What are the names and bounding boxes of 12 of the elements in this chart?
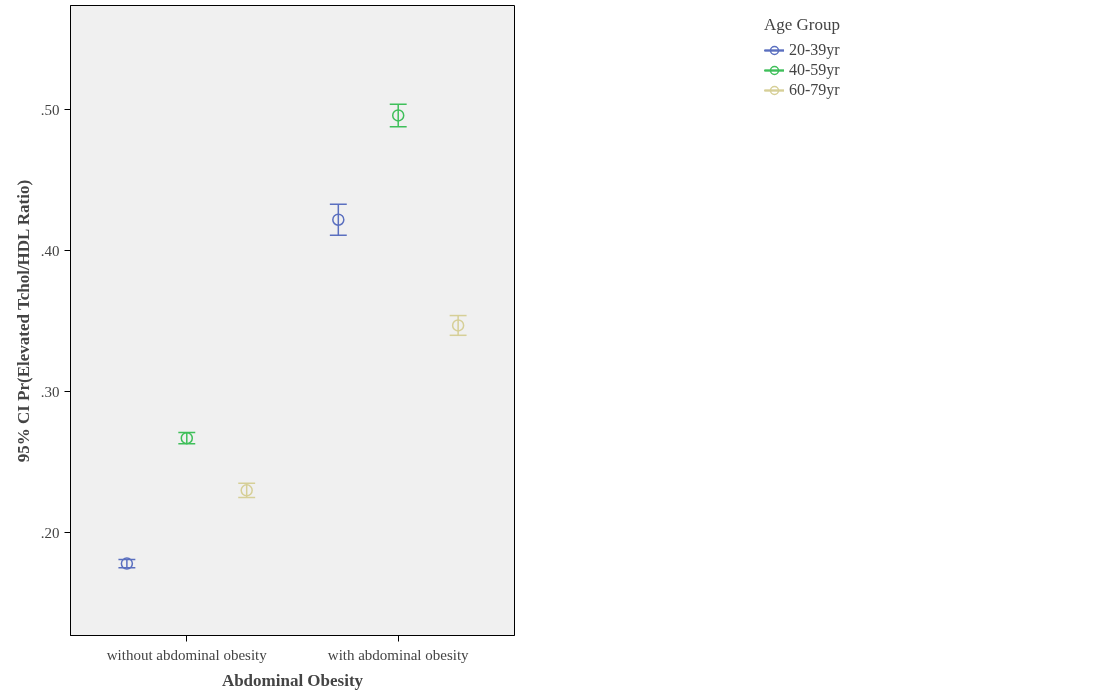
legend-label: 40-59yr [788, 61, 840, 79]
y-tick-label: .50 [40, 101, 60, 118]
y-tick-label: .40 [40, 242, 60, 259]
legend-label: 20-39yr [788, 41, 840, 59]
y-axis-title: 95% CI Pr(Elevated Tchol/HDL Ratio) [13, 179, 33, 463]
x-tick-label: without abdominal obesity [106, 646, 268, 663]
x-tick-label: with abdominal obesity [327, 646, 470, 663]
x-axis-title: Abdominal Obesity [221, 670, 364, 690]
legend-title: Age Group [763, 15, 841, 35]
y-tick-label: .20 [40, 524, 60, 541]
y-tick-label: .30 [40, 383, 60, 400]
legend-label: 60-79yr [788, 81, 840, 99]
